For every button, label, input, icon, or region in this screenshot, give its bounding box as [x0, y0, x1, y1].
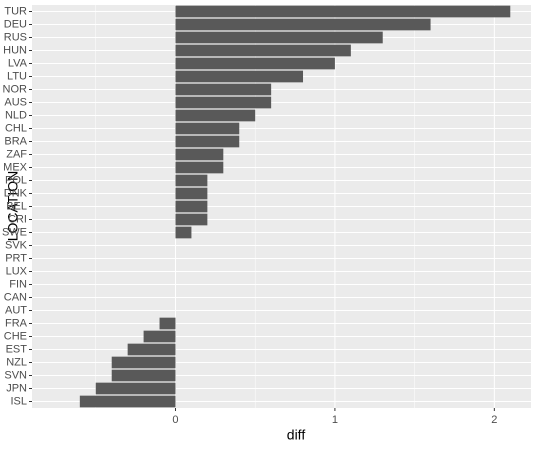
y-tick-label: LTU — [7, 70, 27, 82]
y-tick-label: BRA — [4, 135, 27, 147]
bar — [159, 317, 176, 330]
bar — [175, 57, 335, 70]
bar — [175, 148, 224, 161]
y-tick-label: CHE — [4, 330, 27, 342]
y-tick-label: DNK — [4, 187, 28, 199]
y-tick-label: EST — [6, 343, 28, 355]
x-tick-label: 0 — [172, 414, 178, 426]
bar — [175, 161, 224, 174]
y-tick-label: TUR — [4, 5, 27, 17]
y-tick-label: MEX — [3, 161, 28, 173]
y-tick-label: AUT — [5, 304, 27, 316]
y-tick-label: BEL — [6, 200, 27, 212]
bar — [175, 96, 272, 109]
bar — [111, 356, 176, 369]
y-tick-label: NZL — [6, 356, 27, 368]
y-tick-label: NOR — [3, 83, 28, 95]
y-tick-label: NLD — [5, 109, 27, 121]
bar — [79, 395, 176, 408]
x-axis-title: diff — [287, 427, 306, 443]
y-tick-label: LUX — [6, 265, 28, 277]
y-tick-label: RUS — [4, 31, 27, 43]
y-tick-label: PRT — [5, 252, 27, 264]
bar — [175, 109, 256, 122]
bar — [175, 213, 208, 226]
bar — [143, 330, 176, 343]
bar — [175, 122, 240, 135]
y-axis-title: LOCATION — [5, 171, 21, 242]
y-tick-label: FRA — [5, 317, 28, 329]
y-tick-label: POL — [5, 174, 27, 186]
y-tick-label: CRI — [8, 213, 27, 225]
bar — [175, 70, 304, 83]
y-tick-label: LVA — [8, 57, 28, 69]
bar — [175, 135, 240, 148]
bar — [175, 187, 208, 200]
y-tick-label: FIN — [9, 278, 27, 290]
y-tick-label: SWE — [2, 226, 27, 238]
y-tick-label: CAN — [4, 291, 27, 303]
y-tick-label: CHL — [5, 122, 27, 134]
bar — [175, 226, 192, 239]
y-tick-label: JPN — [6, 382, 27, 394]
bar — [175, 44, 351, 57]
y-tick-label: DEU — [4, 18, 27, 30]
bar — [127, 343, 176, 356]
y-tick-label: SVK — [5, 239, 28, 251]
y-tick-label: ISL — [10, 395, 27, 407]
bar — [175, 174, 208, 187]
y-tick-label: AUS — [4, 96, 27, 108]
bar — [175, 83, 272, 96]
bar — [175, 5, 511, 18]
y-tick-label: SVN — [4, 369, 27, 381]
bar — [175, 18, 431, 31]
x-tick-label: 1 — [332, 414, 338, 426]
bar — [175, 200, 208, 213]
y-tick-label: ZAF — [6, 148, 27, 160]
y-tick-label: HUN — [3, 44, 27, 56]
x-tick-label: 2 — [491, 414, 497, 426]
bar — [111, 369, 176, 382]
bar — [175, 31, 383, 44]
bar — [95, 382, 176, 395]
